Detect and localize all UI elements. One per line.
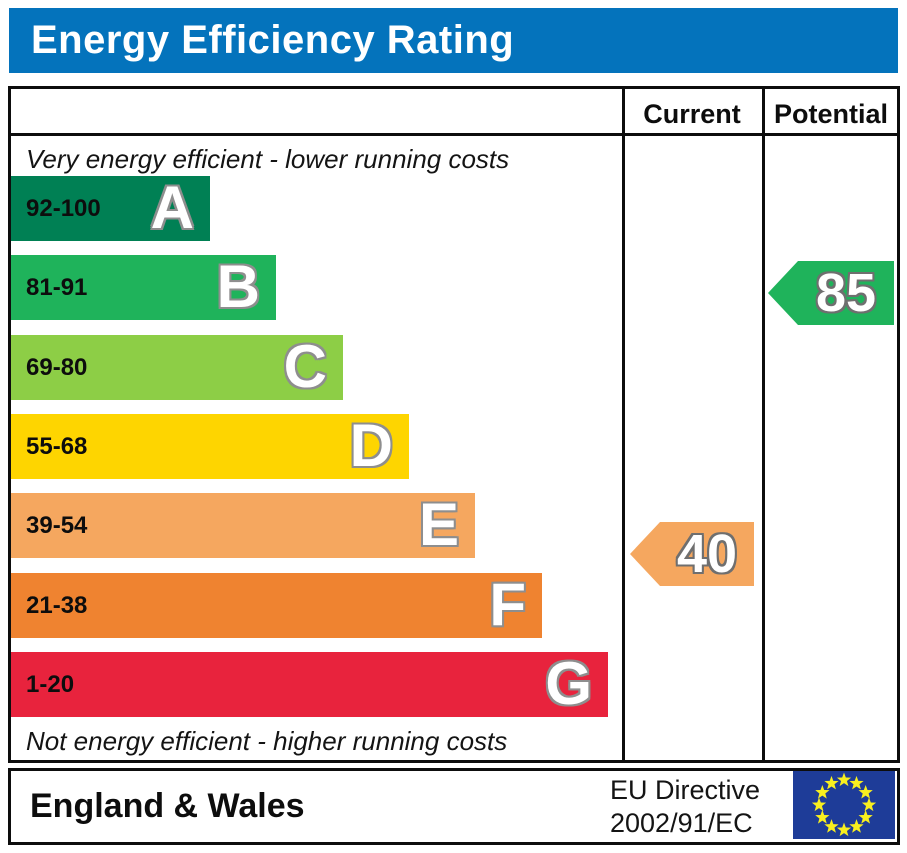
potential-rating-arrow: 85: [768, 261, 894, 325]
band-range-label: 69-80: [26, 354, 88, 381]
eu-star-icon: [815, 810, 830, 824]
eu-directive-line2: 2002/91/EC: [610, 808, 753, 838]
current-column-header: Current: [643, 99, 741, 129]
eu-star-icon: [849, 819, 864, 833]
eu-star-icon: [861, 797, 877, 812]
band-letter: F: [489, 571, 526, 638]
band-A: 92-100 A: [11, 176, 210, 241]
band-range-label: 92-100: [26, 195, 101, 222]
band-letter: B: [216, 253, 260, 320]
header-row-divider: [8, 133, 900, 136]
eu-star-icon: [824, 775, 839, 790]
eu-star-icon: [858, 810, 873, 824]
potential-column-header: Potential: [773, 99, 888, 129]
caption-bottom: Not energy efficient - higher running co…: [26, 726, 508, 756]
eu-star-icon: [811, 797, 827, 812]
eu-star-icon: [836, 822, 852, 837]
current-rating-arrow: 40: [630, 522, 754, 586]
band-B: 81-91 B: [11, 255, 276, 320]
current-rating-value: 40: [676, 524, 738, 584]
region-label: England & Wales: [30, 787, 305, 825]
band-F: 21-38 F: [11, 573, 542, 638]
caption-top: Very energy efficient - lower running co…: [26, 144, 510, 174]
eu-star-icon: [849, 775, 864, 790]
band-range-label: 1-20: [26, 671, 75, 698]
eu-star-icon: [858, 785, 873, 799]
band-range-label: 39-54: [26, 512, 88, 539]
eu-star-icon: [824, 819, 839, 833]
band-letter: D: [349, 412, 393, 479]
current-column-divider: [622, 86, 625, 763]
band-letter: C: [283, 333, 327, 400]
eu-flag-icon: [793, 771, 895, 839]
band-range-label: 21-38: [26, 592, 88, 619]
band-letter: A: [150, 174, 194, 241]
eu-directive-line1: EU Directive: [610, 775, 761, 805]
eu-directive-label: EU Directive 2002/91/EC: [610, 774, 790, 840]
left-arrow-icon: [768, 261, 894, 325]
potential-column-divider: [762, 86, 765, 763]
band-E: 39-54 E: [11, 493, 475, 558]
eu-star-icon: [815, 785, 830, 799]
band-letter: E: [418, 491, 459, 558]
footer-box: [8, 768, 900, 845]
potential-rating-value: 85: [815, 263, 877, 323]
band-G: 1-20 G: [11, 652, 608, 717]
band-C: 69-80 C: [11, 335, 343, 400]
page-title: Energy Efficiency Rating: [31, 18, 515, 62]
eu-star-icon: [836, 772, 852, 787]
band-letter: G: [545, 650, 592, 717]
left-arrow-icon: [630, 522, 754, 586]
title-bar: Energy Efficiency Rating: [9, 8, 898, 73]
band-range-label: 55-68: [26, 433, 88, 460]
band-D: 55-68 D: [11, 414, 409, 479]
band-range-label: 81-91: [26, 274, 88, 301]
